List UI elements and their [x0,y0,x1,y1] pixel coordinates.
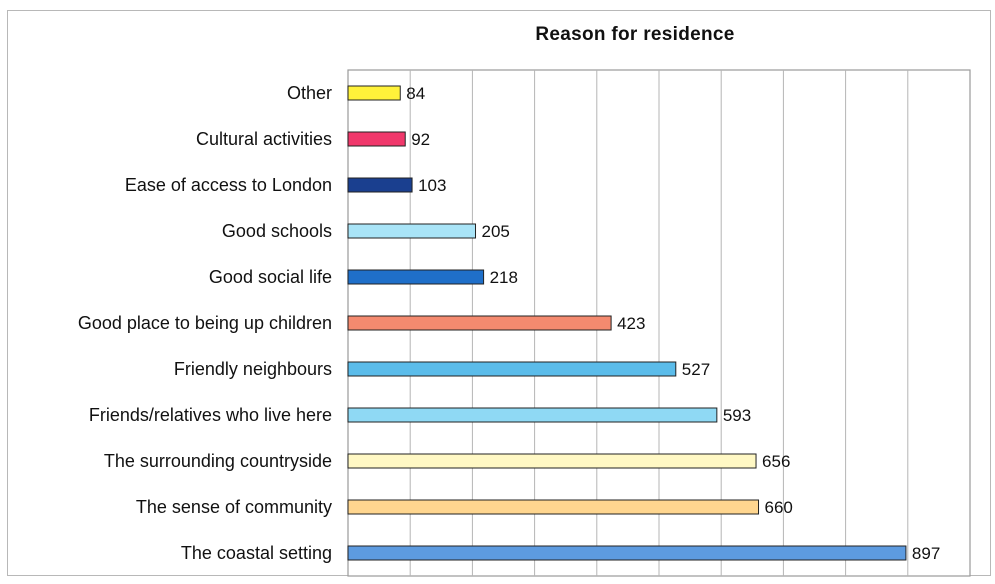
bar [347,499,760,515]
value-labels: 84 92 103 205 218 423 527 593 656 660 897 [406,84,940,563]
bar [347,269,485,285]
bar [347,223,477,239]
category-labels: Other Cultural activities Ease of access t… [78,83,332,563]
value-label: 660 [765,498,793,517]
category-label: The surrounding countryside [104,451,332,471]
category-label: Other [287,83,332,103]
category-label: Friends/relatives who live here [89,405,332,425]
category-label: Good schools [222,221,332,241]
bar [347,545,907,561]
category-label: Good place to being up children [78,313,332,333]
bar [347,177,413,193]
category-label: The sense of community [136,497,332,517]
bar [347,131,406,147]
value-label: 84 [406,84,425,103]
value-label: 593 [723,406,751,425]
value-label: 205 [482,222,510,241]
bar [347,315,612,331]
category-label: Cultural activities [196,129,332,149]
bar [347,361,677,377]
bar [347,85,401,101]
bar [347,453,757,469]
bar [347,407,718,423]
category-label: Ease of access to London [125,175,332,195]
chart-title: Reason for residence [535,24,735,45]
value-label: 656 [762,452,790,471]
value-label: 103 [418,176,446,195]
bars [347,85,907,561]
value-label: 92 [411,130,430,149]
value-label: 423 [617,314,645,333]
value-label: 527 [682,360,710,379]
category-label: The coastal setting [181,543,332,563]
value-label: 218 [490,268,518,287]
value-label: 897 [912,544,940,563]
category-label: Good social life [209,267,332,287]
category-label: Friendly neighbours [174,359,332,379]
